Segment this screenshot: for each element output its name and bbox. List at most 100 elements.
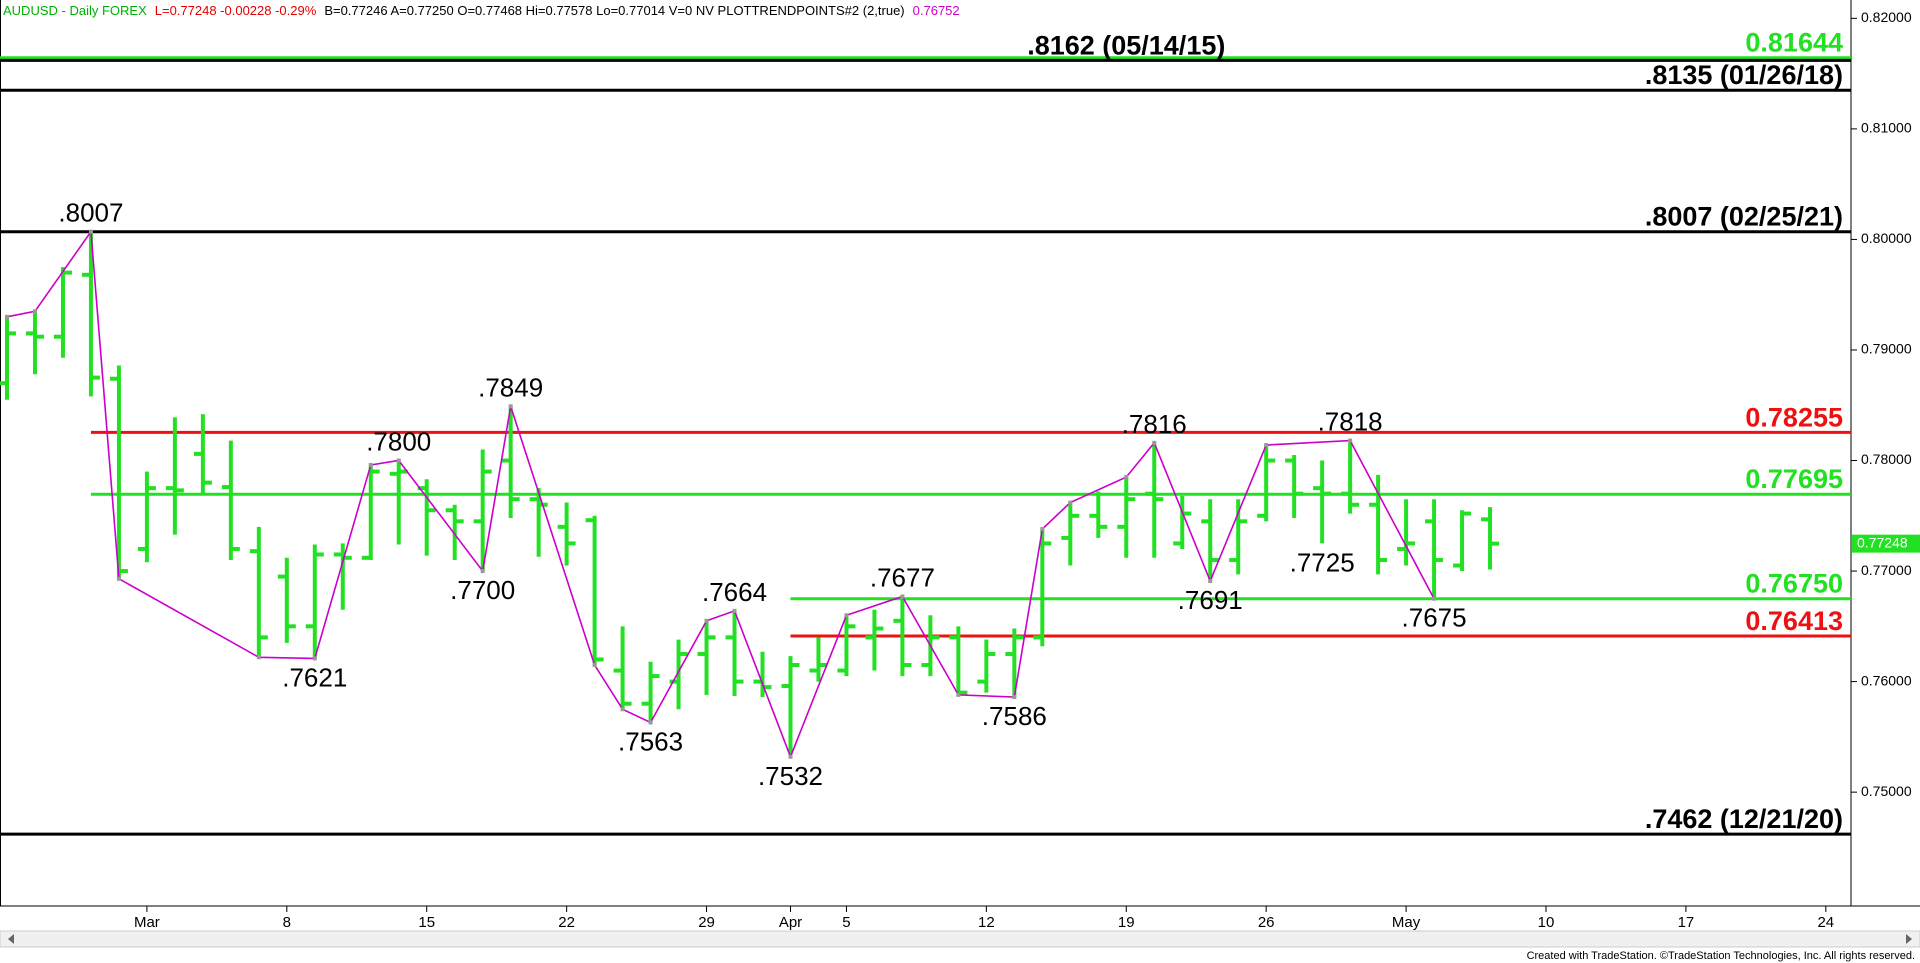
swing-point [900, 594, 905, 599]
price-bar [221, 440, 240, 561]
price-bar [1061, 502, 1080, 566]
price-bar [305, 544, 324, 659]
price-bar [25, 311, 44, 375]
swing-label: .7586 [982, 701, 1047, 731]
header-segment: L=0.77248 -0.00228 -0.29% [155, 3, 317, 18]
last-price-label: 0.77248 [1857, 534, 1908, 550]
price-tick-label: 0.81000 [1861, 120, 1912, 136]
scroll-right-arrow[interactable] [1906, 934, 1912, 944]
swing-point [1264, 443, 1269, 448]
swing-point [368, 462, 373, 467]
price-bar [109, 365, 128, 579]
level-label: 0.76750 [1745, 569, 1843, 599]
scrollbar[interactable] [0, 930, 1920, 948]
price-bar [277, 557, 296, 643]
swing-point [1068, 500, 1073, 505]
price-bar [1453, 510, 1472, 572]
price-bar [1033, 529, 1052, 647]
price-bar [893, 596, 912, 677]
swing-label: .7675 [1402, 603, 1467, 633]
price-bar [613, 626, 632, 710]
price-bar [1117, 477, 1136, 558]
swing-label: .7849 [478, 372, 543, 402]
date-tick-label: 5 [842, 914, 850, 931]
swing-point [256, 655, 261, 660]
swing-point [844, 613, 849, 618]
price-tick-label: 0.76000 [1861, 672, 1912, 688]
price-bar [1397, 499, 1416, 566]
level-label: .7462 (12/21/20) [1645, 804, 1843, 834]
swing-label: .7725 [1290, 547, 1355, 577]
swing-point [1432, 596, 1437, 601]
price-bar [1201, 499, 1220, 582]
swing-label: .7563 [618, 727, 683, 757]
price-bar [0, 316, 16, 400]
price-tick-label: 0.78000 [1861, 451, 1912, 467]
header-segment: 0.76752 [913, 3, 960, 18]
date-tick-label: 24 [1817, 914, 1834, 931]
price-bar [837, 615, 856, 677]
price-bar [137, 471, 156, 563]
price-bar [1481, 507, 1500, 570]
level-label: .8162 (05/14/15) [1027, 30, 1225, 60]
swing-point [956, 692, 961, 697]
header: AUDUSD - Daily FOREX L=0.77248 -0.00228 -… [3, 3, 960, 18]
price-bar [361, 464, 380, 561]
swing-point [508, 404, 513, 409]
price-bar [1285, 454, 1304, 518]
date-tick-label: 15 [418, 914, 435, 931]
price-bar [669, 639, 688, 710]
price-bar [445, 504, 464, 561]
swing-label: .7818 [1318, 407, 1383, 437]
price-bar [1341, 440, 1360, 514]
price-bar [641, 661, 660, 723]
scroll-left-arrow[interactable] [8, 934, 14, 944]
level-label: .8135 (01/26/18) [1645, 60, 1843, 90]
header-segment: AUDUSD - Daily FOREX [3, 3, 147, 18]
swing-label: .7800 [366, 427, 431, 457]
swing-label: .7691 [1178, 585, 1243, 615]
swing-point [1152, 440, 1157, 445]
swing-point [312, 656, 317, 661]
date-tick-label: 19 [1118, 914, 1135, 931]
last-price-box [1852, 534, 1920, 553]
swing-point [32, 309, 37, 314]
price-bar [949, 626, 968, 695]
date-tick-label: 22 [558, 914, 575, 931]
swing-label: .7816 [1122, 409, 1187, 439]
date-tick-label: 12 [978, 914, 995, 931]
date-tick-label: 26 [1258, 914, 1275, 931]
price-bar [1425, 499, 1444, 599]
footer: Created with TradeStation. ©TradeStation… [1527, 950, 1915, 962]
date-tick-label: Apr [779, 914, 802, 931]
price-bar [81, 231, 100, 397]
level-label: 0.77695 [1745, 464, 1843, 494]
price-bar [1313, 460, 1332, 544]
swing-point [1124, 475, 1129, 480]
date-tick-label: Mar [134, 914, 160, 931]
swing-point [88, 229, 93, 234]
price-bar [249, 526, 268, 658]
price-bar [585, 515, 604, 666]
price-bar [1005, 628, 1024, 698]
price-tick-label: 0.79000 [1861, 341, 1912, 357]
swing-point [648, 720, 653, 725]
level-label: 0.78255 [1745, 402, 1843, 432]
swing-point [396, 458, 401, 463]
price-tick-label: 0.77000 [1861, 562, 1912, 578]
date-tick-label: 29 [698, 914, 715, 931]
swing-point [592, 663, 597, 668]
header-segment: B=0.77246 A=0.77250 O=0.77468 Hi=0.77578… [324, 3, 904, 18]
swing-point [480, 569, 485, 574]
price-bar [1089, 491, 1108, 538]
price-tick-label: 0.82000 [1861, 9, 1912, 25]
swing-point [116, 576, 121, 581]
date-tick-label: May [1392, 914, 1421, 931]
price-bar [1257, 445, 1276, 522]
swing-point [1208, 579, 1213, 584]
swing-point [620, 707, 625, 712]
price-bar [53, 267, 72, 358]
